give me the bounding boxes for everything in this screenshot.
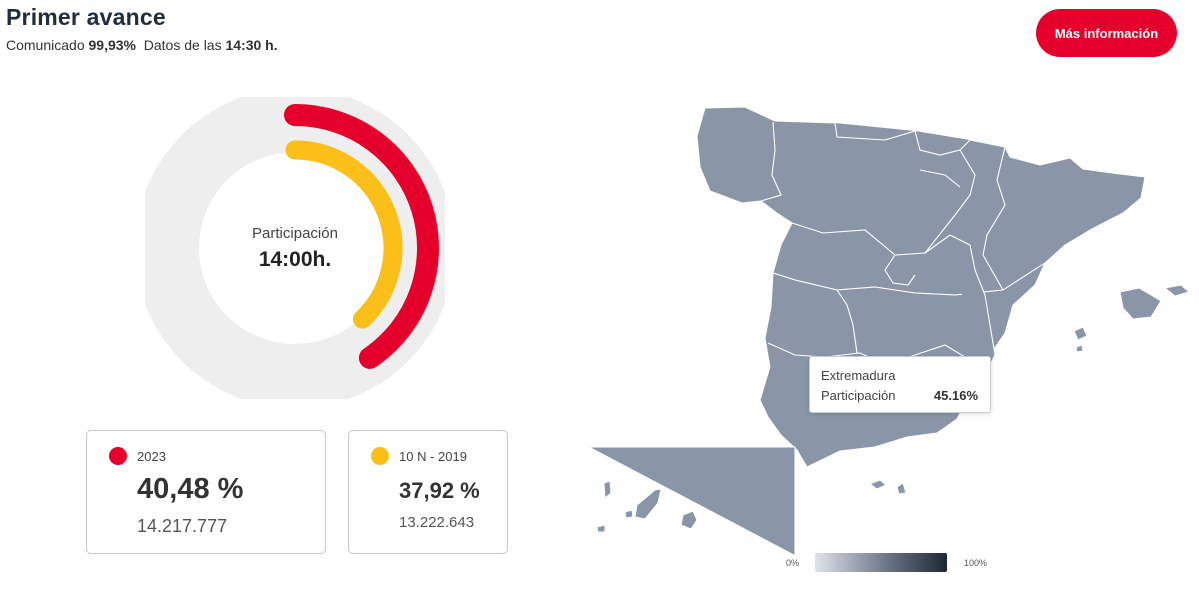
scale-max-label: 100% [964, 558, 988, 568]
color-scale-bar [815, 553, 947, 572]
participation-donut [145, 97, 445, 399]
tooltip-label: Participación [821, 388, 896, 403]
border-castile-la-mancha-east [924, 234, 991, 326]
result-card-2019: 10 N - 2019 37,92 % 13.222.643 [348, 430, 508, 554]
communication-status: Comunicado 99,93% Datos de las 14:30 h. [6, 37, 278, 53]
border-navarra-aragon [954, 149, 976, 216]
map-region-canary-tenerife[interactable] [634, 488, 662, 520]
tooltip-region: Extremadura [821, 368, 896, 383]
legend-swatch-2019 [371, 447, 389, 465]
map-region-canary-la-palma[interactable] [603, 480, 612, 499]
votes-2023: 14.217.777 [137, 516, 228, 536]
map-tooltip: Extremadura Participación 45.16% [809, 356, 991, 413]
region-borders [590, 121, 1006, 555]
border-aragon-catalonia [982, 146, 1006, 291]
border-canary-frame [590, 446, 796, 555]
map-region-canary-hierro[interactable] [596, 524, 606, 533]
map-region-balearic-ibiza[interactable] [1073, 326, 1088, 341]
border-madrid [884, 254, 916, 286]
result-card-2023: 2023 40,48 % 14.217.777 [86, 430, 326, 554]
communicated-value: 99,93% [88, 37, 136, 53]
data-time-value: 14:30 h. [225, 37, 278, 53]
border-basque-navarra [914, 130, 971, 156]
border-galicia [760, 121, 782, 202]
page-title: Primer avance [6, 4, 166, 30]
map-region-balearic-mallorca[interactable] [1119, 287, 1162, 320]
votes-2019: 13.222.643 [399, 514, 475, 531]
donut-arc-2019 [285, 140, 403, 329]
donut-arc-2023 [284, 104, 439, 369]
map-region-ceuta[interactable] [869, 479, 887, 490]
more-info-button[interactable]: Más información [1036, 9, 1177, 57]
map-region-balearic-formentera[interactable] [1075, 344, 1084, 353]
map-region-melilla[interactable] [896, 482, 907, 495]
border-castile-leon-south [791, 214, 956, 256]
legend-label-2019: 10 N - 2019 [399, 448, 467, 464]
legend-swatch-2023 [109, 447, 127, 465]
communicated-label: Comunicado [6, 37, 85, 53]
border-asturias-cantabria [834, 122, 916, 141]
percent-2023: 40,48 % [137, 473, 244, 505]
legend-2023: 2023 [109, 447, 166, 465]
map-region-balearic-menorca[interactable] [1164, 284, 1190, 297]
legend-2019: 10 N - 2019 [371, 447, 467, 465]
data-time-label: Datos de las [143, 37, 222, 53]
spain-participation-map [590, 106, 1190, 555]
scale-min-label: 0% [786, 558, 800, 568]
map-region-canary-gomera[interactable] [624, 509, 634, 519]
border-la-rioja [919, 169, 961, 188]
map-region-canary-gran-canaria[interactable] [680, 510, 698, 530]
border-extremadura-east [836, 289, 858, 354]
percent-2019: 37,92 % [399, 478, 480, 503]
tooltip-value: 45.16% [933, 388, 978, 403]
legend-label-2023: 2023 [137, 448, 166, 464]
